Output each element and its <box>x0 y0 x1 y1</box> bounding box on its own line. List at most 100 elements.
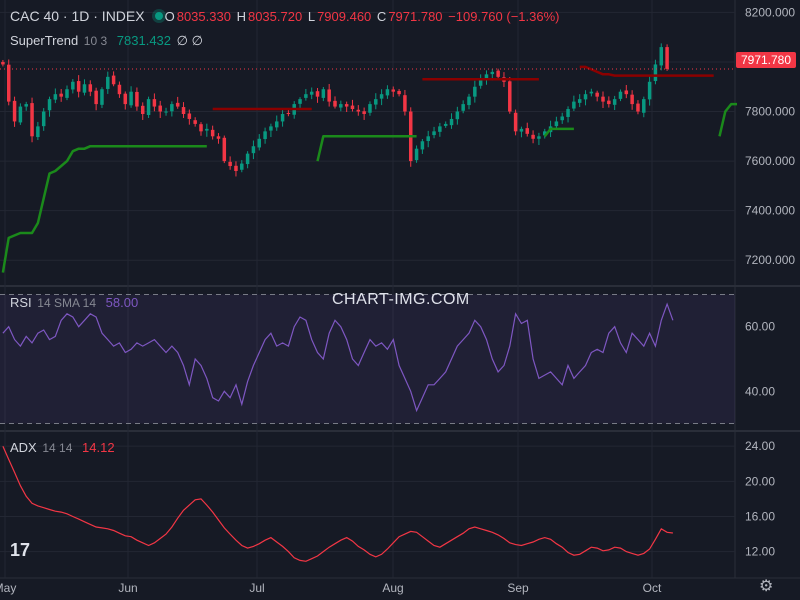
candle <box>175 96 180 109</box>
candle-body <box>496 70 500 77</box>
candle <box>47 96 52 117</box>
candle <box>280 109 285 127</box>
adx-axis-tick-label: 20.00 <box>745 474 775 488</box>
supertrend-up-line <box>316 135 417 162</box>
candle-body <box>467 96 471 106</box>
candle-body <box>164 111 168 113</box>
candle-body <box>350 105 355 110</box>
adx-axis-tick-label: 16.00 <box>745 509 775 523</box>
supertrend-value: 7831.432 <box>116 33 172 48</box>
candle-body <box>426 136 430 142</box>
candle <box>414 145 419 163</box>
candle-body <box>88 84 93 92</box>
rsi-legend[interactable]: RSI 14 SMA 14 58.00 <box>10 295 140 310</box>
candle <box>473 80 477 103</box>
candle <box>135 87 139 111</box>
price-axis-tick-label: 7600.000 <box>745 154 795 168</box>
rsi-band-fill <box>0 294 735 424</box>
candle-body <box>193 120 197 124</box>
candle <box>304 88 308 101</box>
candle-body <box>315 91 320 97</box>
candle-body <box>583 94 588 100</box>
gear-icon[interactable]: ⚙ <box>759 578 774 595</box>
adx-params: 14 14 <box>42 441 73 455</box>
candle <box>274 115 279 131</box>
watermark: CHART-IMG.COM <box>332 291 470 308</box>
candle <box>583 90 588 106</box>
candle <box>117 81 122 98</box>
candle-body <box>478 79 483 86</box>
candle-body <box>234 165 238 171</box>
adx-legend[interactable]: ADX 14 14 14.12 <box>10 440 117 455</box>
candle-body <box>228 161 232 167</box>
candle-body <box>647 81 652 100</box>
candle <box>607 96 611 108</box>
candle <box>123 91 128 110</box>
supertrend-params: 10 3 <box>83 34 108 48</box>
symbol-header: CAC 40 · 1D · INDEX O 8035.330 H 8035.720 L… <box>10 8 561 24</box>
candle <box>420 139 425 154</box>
candle <box>624 85 629 99</box>
candle-body <box>542 131 547 136</box>
candle <box>612 95 617 111</box>
candle <box>618 89 623 102</box>
candle-body <box>47 99 52 111</box>
candle-body <box>269 126 273 131</box>
rsi-axis-tick-label: 60.00 <box>745 320 775 334</box>
candle-body <box>618 91 623 99</box>
candle-body <box>222 137 227 162</box>
candle <box>257 134 262 151</box>
open-label: O <box>164 9 175 24</box>
candle <box>653 59 658 85</box>
candle <box>665 44 669 71</box>
rsi-pane[interactable] <box>0 293 735 425</box>
supertrend-flags: ∅ ∅ <box>176 33 203 48</box>
candle <box>140 102 145 120</box>
candle <box>240 160 244 173</box>
candle-body <box>379 94 384 99</box>
last-price-tag: 7971.780 <box>736 52 796 68</box>
candle-body <box>111 75 116 85</box>
candle <box>152 93 157 112</box>
candle <box>374 93 378 110</box>
candle <box>426 130 430 148</box>
candle-body <box>106 76 110 89</box>
supertrend-up-line <box>1 144 207 273</box>
tradingview-logo[interactable]: 17 <box>10 540 31 560</box>
open-value: 8035.330 <box>176 9 231 24</box>
candle-body <box>333 100 337 107</box>
supertrend-up-line <box>543 127 574 138</box>
candle-body <box>123 93 128 105</box>
candle <box>484 70 489 85</box>
candle <box>228 156 232 170</box>
candle <box>187 109 192 125</box>
time-axis-tick-label: May <box>0 581 16 595</box>
candle <box>106 71 110 94</box>
candle <box>30 97 34 143</box>
candle-body <box>59 93 63 97</box>
candle-body <box>525 128 530 134</box>
symbol-title[interactable]: CAC 40 · 1D · INDEX <box>10 8 145 24</box>
main-price-pane[interactable] <box>0 43 737 273</box>
candle-body <box>140 105 145 114</box>
candle-body <box>1 61 5 65</box>
price-axis-tick-label: 8200.000 <box>745 5 795 19</box>
adx-axis-tick-label: 12.00 <box>745 545 775 559</box>
candle-body <box>146 99 151 115</box>
adx-pane[interactable] <box>2 445 673 562</box>
candle <box>659 43 664 71</box>
candle <box>71 79 75 94</box>
candle-body <box>18 106 23 123</box>
axes: 8200.0008000.0007800.0007600.0007400.000… <box>0 5 795 595</box>
candle-body <box>414 148 419 161</box>
market-status-icon <box>154 12 163 20</box>
candle-body <box>339 104 343 108</box>
candle-body <box>432 131 436 136</box>
candle <box>554 116 559 129</box>
candle <box>595 90 599 102</box>
candle-body <box>566 109 570 117</box>
supertrend-legend[interactable]: SuperTrend 10 3 7831.432 ∅ ∅ <box>10 33 205 49</box>
candle <box>36 121 40 141</box>
candle-body <box>280 114 285 122</box>
